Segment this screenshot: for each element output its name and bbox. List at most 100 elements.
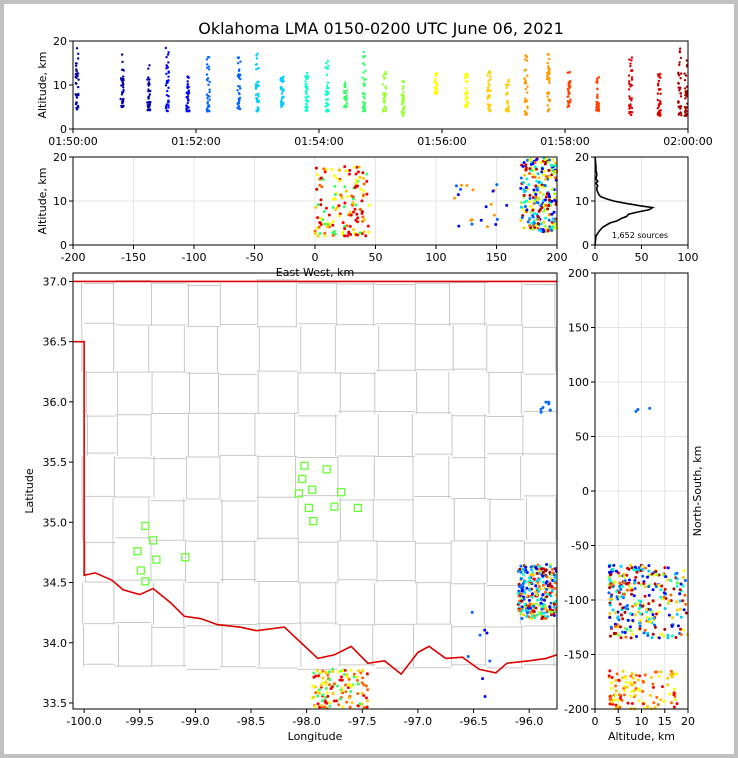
lightning-source-point [525,177,529,181]
lightning-source-point [75,93,78,97]
x-tick-label: 200 [547,251,568,264]
lightning-source-point [355,178,359,182]
lightning-source-point [524,99,527,102]
lightning-source-point [317,688,321,692]
lightning-source-point [545,575,549,579]
lightning-source-point [325,84,329,87]
lightning-source-point [546,177,550,181]
lightning-source-point [617,633,621,637]
lightning-source-point [655,573,659,577]
lightning-source-point [684,97,687,100]
lightning-source-point [643,594,647,598]
lightning-source-point [122,104,125,108]
lightning-source-point [316,234,320,238]
lightning-source-point [634,409,638,413]
lightning-source-point [541,583,545,587]
lightning-source-point [466,101,470,105]
lightning-source-point [165,55,168,59]
lightning-source-point [659,595,663,599]
lightning-source-point [328,678,332,682]
lightning-source-point [679,72,683,75]
y-tick-label: 36.5 [43,336,68,349]
lightning-source-point [523,69,526,72]
lightning-source-point [553,226,557,230]
lightning-source-point [619,564,623,568]
lightning-source-point [256,93,259,96]
lightning-source-point [122,75,125,78]
lightning-source-point [356,216,360,220]
y-tick-label: 20 [575,151,589,164]
lightning-source-point [402,94,406,98]
x-tick-label: 100 [678,251,699,264]
lightning-source-point [684,611,688,615]
x-tick-label: -50 [246,251,264,264]
lightning-source-point [678,607,682,611]
state-border-red-river [73,340,557,676]
lightning-source-point [545,609,549,613]
lightning-source-point [505,83,508,86]
lightning-source-point [543,183,547,187]
lightning-source-point [544,216,548,220]
lightning-source-point [356,682,360,686]
lightning-source-point [630,97,633,100]
lightning-source-point [608,697,612,701]
lightning-source-point [608,573,612,577]
lightning-source-point [76,85,80,89]
lightning-source-point [320,185,324,189]
lightning-source-point [207,56,211,59]
lightning-source-point [77,93,80,97]
lightning-source-point [550,588,554,592]
lightning-source-point [541,405,545,409]
lightning-source-point [549,594,553,598]
lightning-source-point [527,200,531,204]
lightning-source-point [531,213,535,217]
lma-station-marker [133,547,142,556]
lightning-source-point [479,218,483,222]
lightning-source-point [627,578,631,582]
lightning-source-point [349,233,353,237]
lightning-source-point [338,179,342,183]
lightning-source-point [337,703,341,707]
lightning-source-point [489,75,492,78]
lightning-source-point [678,47,682,50]
lightning-source-point [345,102,349,105]
lightning-source-point [457,224,461,228]
lightning-source-point [522,161,526,165]
lightning-source-point [164,105,168,108]
lightning-source-point [478,633,482,637]
x-tick-label: 01:56:00 [417,135,466,148]
lightning-source-point [361,171,365,175]
lma-station-marker [308,485,317,494]
lightning-source-point [362,71,365,74]
lightning-source-point [165,64,168,67]
lightning-source-point [466,73,469,76]
lightning-source-point [661,573,665,577]
lightning-source-point [304,82,308,86]
lightning-source-point [550,199,554,203]
lightning-source-point [485,225,489,229]
lightning-source-point [659,588,663,592]
lightning-source-point [636,407,640,411]
lightning-source-point [543,198,547,202]
lightning-source-point [323,234,327,238]
lightning-source-point [539,181,543,185]
lightning-source-point [349,213,353,217]
lightning-source-point [208,90,211,94]
lightning-source-point [537,176,541,180]
lightning-source-point [659,76,662,79]
lightning-source-point [120,53,124,56]
x-tick-label: 0 [592,715,599,728]
lightning-source-point [362,50,365,54]
lightning-source-point [648,406,652,410]
lightning-source-point [324,696,328,700]
lightning-source-point [205,58,209,61]
lightning-source-point [318,221,322,225]
lightning-source-point [304,80,307,83]
lightning-source-point [147,88,150,91]
lightning-source-point [332,174,336,178]
lightning-source-point [305,77,308,81]
lightning-source-point [326,694,330,698]
lightning-source-point [676,581,680,585]
lightning-source-point [684,93,688,97]
lightning-source-point [323,222,327,226]
